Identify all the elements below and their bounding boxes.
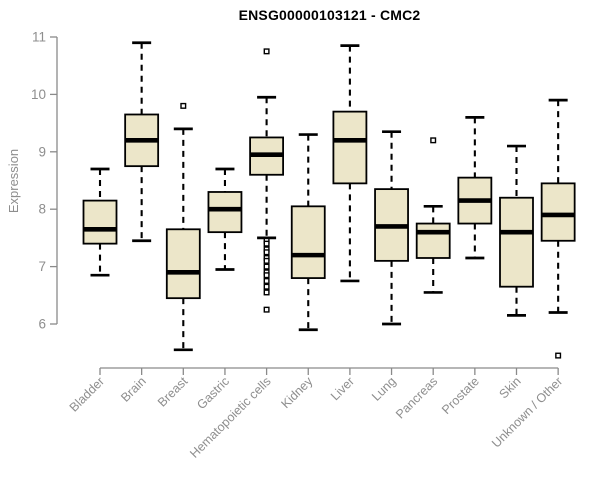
iqr-box xyxy=(415,222,451,259)
box-hematopoietic-cells xyxy=(249,48,285,313)
chart-title: ENSG00000103121 - CMC2 xyxy=(238,7,421,23)
iqr-box xyxy=(499,196,534,288)
x-category-label: Prostate xyxy=(439,374,482,417)
box-breast xyxy=(165,102,201,352)
iqr-box xyxy=(290,205,326,279)
iqr-box xyxy=(82,199,118,245)
outlier-point xyxy=(263,283,270,290)
outlier-point xyxy=(263,289,270,296)
y-tick-label: 6 xyxy=(38,317,46,332)
x-category-label: Bladder xyxy=(67,374,107,414)
box-liver xyxy=(332,44,368,283)
x-category-label: Skin xyxy=(497,374,524,401)
outlier-point xyxy=(263,48,270,55)
outlier-point xyxy=(263,257,270,264)
box-prostate xyxy=(457,116,493,260)
x-category-label: Unknown / Other xyxy=(489,374,565,450)
y-tick-label: 10 xyxy=(31,87,46,102)
outlier-point xyxy=(263,240,270,247)
y-tick-label: 8 xyxy=(38,202,46,217)
x-category-label: Kidney xyxy=(278,374,315,411)
iqr-box xyxy=(332,110,368,185)
outlier-point xyxy=(263,263,270,270)
outlier-point xyxy=(263,277,270,284)
x-category-label: Lung xyxy=(369,374,399,404)
y-tick-label: 11 xyxy=(32,30,46,45)
outlier-point xyxy=(263,272,270,279)
x-category-label: Brain xyxy=(118,374,149,405)
box-unknown-other xyxy=(540,98,576,359)
y-axis: 6 7 8 9 10 11 xyxy=(31,30,58,332)
iqr-box xyxy=(165,228,201,300)
outlier-point xyxy=(555,352,562,359)
outlier-point xyxy=(430,137,437,144)
box-bladder xyxy=(82,167,118,277)
x-category-label: Pancreas xyxy=(393,374,440,421)
outlier-point xyxy=(263,306,270,313)
y-tick-label: 7 xyxy=(38,259,46,274)
box-kidney xyxy=(290,133,326,332)
box-lung xyxy=(374,130,409,326)
box-pancreas xyxy=(415,137,451,294)
x-category-label: Gastric xyxy=(194,374,232,412)
x-category-label: Breast xyxy=(155,374,191,410)
y-tick-label: 9 xyxy=(38,144,46,159)
x-category-label: Liver xyxy=(328,374,357,403)
box-brain xyxy=(124,41,160,243)
outlier-point xyxy=(180,102,187,109)
iqr-box xyxy=(540,182,576,242)
x-category-label: Hematopoietic cells xyxy=(187,374,274,461)
box-skin xyxy=(499,144,534,317)
box-gastric xyxy=(207,167,243,271)
outlier-point xyxy=(263,249,270,256)
iqr-box xyxy=(207,191,243,234)
